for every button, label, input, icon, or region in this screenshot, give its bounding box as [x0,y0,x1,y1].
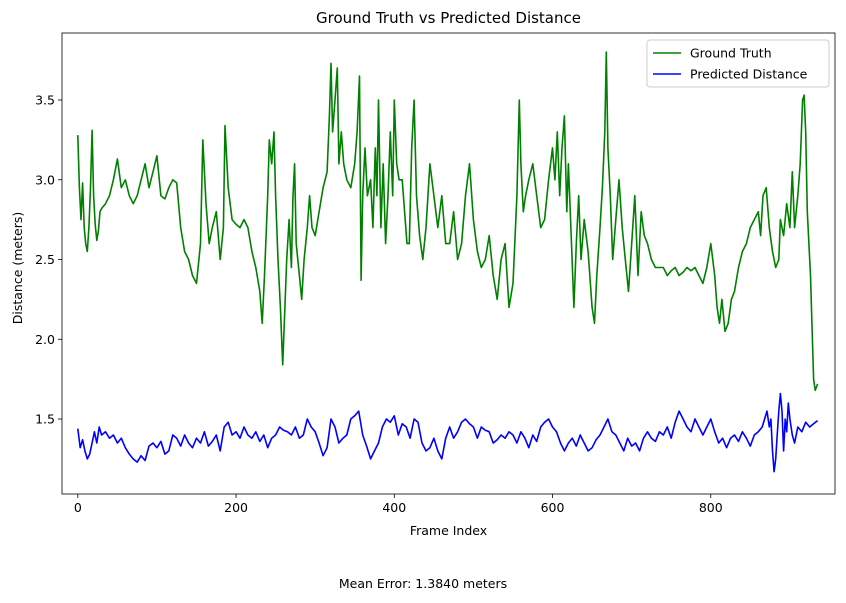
x-tick-label: 400 [382,500,406,515]
x-axis-label: Frame Index [410,523,487,538]
x-axis: 0 200 400 600 800 [74,494,723,515]
axes-frame [61,32,836,495]
y-tick-label: 2.5 [35,252,55,267]
plot-area [77,51,819,473]
y-axis: 1.5 2.0 2.5 3.0 3.5 [35,92,62,427]
series-line-1 [77,392,819,473]
x-tick-label: 200 [224,500,248,515]
x-tick-label: 0 [74,500,82,515]
y-axis-label: Distance (meters) [10,212,25,325]
mean-error-note: Mean Error: 1.3840 meters [338,576,508,591]
legend: Ground Truth Predicted Distance [646,39,830,88]
y-tick-label: 1.5 [35,412,55,427]
legend-label-1: Predicted Distance [690,67,808,82]
x-tick-label: 800 [699,500,723,515]
series-line-0 [77,51,819,392]
y-tick-label: 2.0 [35,332,55,347]
y-tick-label: 3.5 [35,92,55,107]
y-tick-label: 3.0 [35,172,55,187]
x-tick-label: 600 [541,500,565,515]
chart-title: Ground Truth vs Predicted Distance [316,9,581,27]
legend-box [646,39,830,88]
legend-label-0: Ground Truth [690,46,772,61]
